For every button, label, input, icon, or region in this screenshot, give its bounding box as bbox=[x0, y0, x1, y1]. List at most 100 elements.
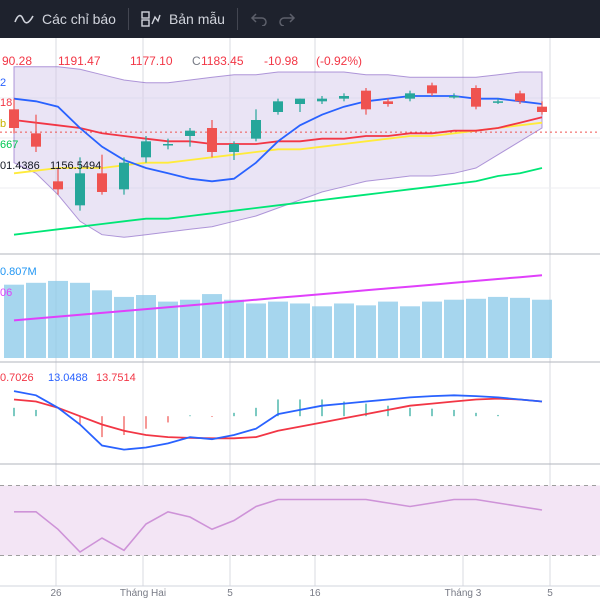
candle[interactable] bbox=[229, 141, 239, 160]
candle-body bbox=[405, 93, 415, 99]
volume-bar[interactable] bbox=[334, 303, 354, 358]
macd-legend: 0.7026 13.0488 13.7514 bbox=[0, 372, 136, 384]
candle[interactable] bbox=[273, 98, 283, 115]
indicators-wave-icon bbox=[14, 12, 34, 26]
volume-bar[interactable] bbox=[400, 306, 420, 358]
candle[interactable] bbox=[295, 98, 305, 112]
toolbar-divider bbox=[127, 8, 129, 30]
legend-macd-fast: 13.0488 bbox=[48, 372, 88, 384]
candle[interactable] bbox=[383, 98, 393, 107]
candle-body bbox=[185, 130, 195, 136]
candle[interactable] bbox=[53, 168, 63, 195]
undo-icon bbox=[250, 12, 268, 26]
volume-pane[interactable] bbox=[4, 274, 552, 358]
candle-body bbox=[31, 133, 41, 147]
volume-bar[interactable] bbox=[510, 297, 530, 358]
candle-body bbox=[339, 96, 349, 99]
candle[interactable] bbox=[427, 82, 437, 96]
candle[interactable] bbox=[361, 88, 371, 115]
candle[interactable] bbox=[207, 120, 217, 158]
candle[interactable] bbox=[9, 98, 19, 134]
time-axis-label: 5 bbox=[227, 588, 233, 599]
candle[interactable] bbox=[515, 90, 525, 104]
redo-button[interactable] bbox=[278, 0, 296, 38]
volume-bar[interactable] bbox=[48, 280, 68, 358]
legend-macd-signal: 13.7514 bbox=[96, 372, 136, 384]
candle[interactable] bbox=[119, 157, 129, 195]
candle-body bbox=[493, 101, 503, 103]
candle-body bbox=[9, 109, 19, 128]
legend-open: 90.28 bbox=[2, 54, 32, 68]
candle-body bbox=[163, 144, 173, 146]
volume-bar[interactable] bbox=[92, 290, 112, 358]
candle-body bbox=[449, 96, 459, 98]
volume-bar[interactable] bbox=[158, 301, 178, 358]
candle[interactable] bbox=[75, 157, 85, 211]
candle[interactable] bbox=[449, 93, 459, 99]
candle[interactable] bbox=[97, 154, 107, 195]
templates-grid-icon bbox=[141, 11, 161, 27]
candle[interactable] bbox=[339, 93, 349, 102]
candle-body bbox=[537, 106, 547, 112]
candle-body bbox=[427, 85, 437, 94]
volume-bar[interactable] bbox=[246, 303, 266, 358]
volume-bar[interactable] bbox=[356, 305, 376, 358]
candle[interactable] bbox=[537, 101, 547, 115]
undo-button[interactable] bbox=[250, 0, 268, 38]
indicators-label: Các chỉ báo bbox=[42, 11, 116, 27]
volume-bar[interactable] bbox=[466, 298, 486, 358]
candle[interactable] bbox=[31, 114, 41, 152]
volume-bar[interactable] bbox=[136, 295, 156, 358]
bollinger-band bbox=[13, 66, 543, 238]
legend-change: -10.98 bbox=[264, 54, 298, 68]
time-axis-label: 26 bbox=[50, 588, 62, 599]
chart-area[interactable]: 90.28 1191.47 1177.10 C 1183.45 -10.98 (… bbox=[0, 38, 600, 600]
volume-bar[interactable] bbox=[114, 296, 134, 358]
volume-bar[interactable] bbox=[4, 284, 24, 358]
volume-bar[interactable] bbox=[378, 301, 398, 358]
candle[interactable] bbox=[251, 109, 261, 142]
candle-body bbox=[471, 88, 481, 107]
legend-bb-lower: 1156.5494 bbox=[50, 160, 101, 172]
candle-body bbox=[251, 120, 261, 139]
candle[interactable] bbox=[405, 90, 415, 102]
volume-bar[interactable] bbox=[312, 306, 332, 358]
volume-bar[interactable] bbox=[488, 296, 508, 358]
candle-body bbox=[207, 128, 217, 152]
rsi-line bbox=[14, 498, 543, 554]
candle-body bbox=[97, 173, 107, 192]
volume-bar[interactable] bbox=[180, 299, 200, 358]
volume-bar[interactable] bbox=[532, 299, 552, 358]
macd-pane[interactable] bbox=[13, 390, 543, 451]
candle-body bbox=[515, 93, 525, 102]
candle[interactable] bbox=[163, 138, 173, 150]
candle-body bbox=[317, 98, 327, 102]
indicators-button[interactable]: Các chỉ báo bbox=[14, 0, 116, 38]
volume-bar[interactable] bbox=[290, 303, 310, 358]
volume-bar[interactable] bbox=[70, 282, 90, 358]
volume-bar[interactable] bbox=[422, 301, 442, 358]
volume-bar[interactable] bbox=[268, 301, 288, 358]
volume-bar[interactable] bbox=[444, 299, 464, 358]
legend-ma-red: 18 bbox=[0, 97, 12, 109]
legend-ma-green: 667 bbox=[0, 139, 18, 151]
price-pane[interactable] bbox=[0, 66, 600, 238]
candle[interactable] bbox=[493, 98, 503, 104]
candle-body bbox=[75, 173, 85, 206]
candle-body bbox=[361, 90, 371, 110]
price-legend: 90.28 1191.47 1177.10 C 1183.45 -10.98 (… bbox=[0, 54, 362, 172]
candle[interactable] bbox=[317, 96, 327, 104]
candle[interactable] bbox=[471, 85, 481, 110]
macd-fast-line bbox=[13, 390, 543, 451]
time-axis[interactable]: 26 Tháng Hai 5 16 Tháng 3 5 bbox=[0, 585, 600, 599]
volume-bar[interactable] bbox=[224, 299, 244, 358]
volume-bar[interactable] bbox=[26, 282, 46, 358]
templates-button[interactable]: Bản mẫu bbox=[141, 0, 225, 38]
toolbar-divider bbox=[236, 8, 238, 30]
candle[interactable] bbox=[185, 128, 195, 147]
volume-bar[interactable] bbox=[202, 294, 222, 358]
rsi-pane[interactable] bbox=[0, 485, 600, 556]
legend-ma-blue: 2 bbox=[0, 77, 6, 89]
legend-bb-upper: 01.4386 bbox=[0, 160, 40, 172]
candle[interactable] bbox=[141, 136, 151, 163]
